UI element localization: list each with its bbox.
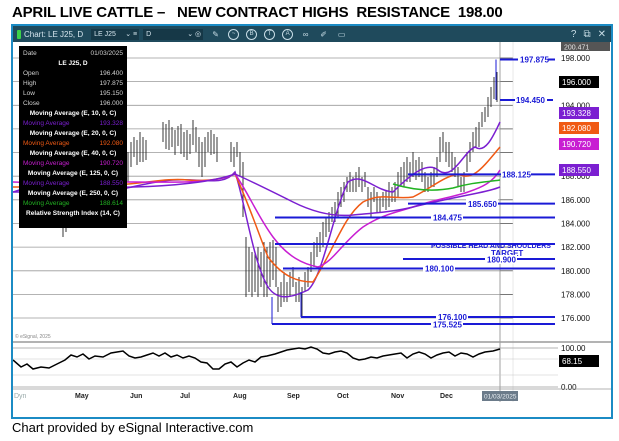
- month-label: Dec: [440, 393, 453, 400]
- ma10-label: Moving Average: [23, 120, 70, 127]
- level-lines: [272, 58, 555, 325]
- ma40-badge: 190.720: [562, 140, 591, 149]
- date-label: Date: [23, 50, 37, 57]
- ma20-label: Moving Average: [23, 140, 70, 147]
- price-tick: 194.000: [561, 101, 590, 110]
- open-value: 196.400: [99, 70, 124, 77]
- ma125-value: 188.550: [99, 180, 124, 187]
- level-175525: 175.525: [433, 321, 462, 330]
- low-value: 195.150: [99, 90, 124, 97]
- rsi-title: Relative Strength Index (14, C): [26, 210, 120, 217]
- rsi-axis-bottom: 0.00: [561, 383, 577, 392]
- a-circle-icon[interactable]: A: [282, 28, 294, 40]
- rsi-axis-top: 100.00: [561, 344, 586, 353]
- chart-title: Chart: LE J25, D: [24, 29, 84, 39]
- level-185650: 185.650: [468, 200, 497, 209]
- help-button[interactable]: ?: [570, 28, 577, 40]
- watermark: © eSignal, 2025: [15, 333, 51, 340]
- close-label: Close: [23, 100, 40, 107]
- cursor-date-badge: 01/03/2025: [484, 394, 517, 401]
- month-label: Sep: [287, 393, 300, 400]
- month-label: May: [75, 393, 89, 400]
- low-label: Low: [23, 90, 35, 97]
- high-label: High: [23, 80, 37, 87]
- open-label: Open: [23, 70, 39, 77]
- ma250-value: 188.614: [99, 200, 124, 207]
- level-184475: 184.475: [433, 214, 462, 223]
- ma125-title: Moving Average (E, 125, 0, C): [27, 170, 119, 177]
- chart-toolbar: Chart: LE J25, D LE J25 ⌄ ≡ D ⌄ ◎ ✎ ~ B T …: [13, 26, 611, 42]
- price-axis-top: 200.471: [564, 45, 589, 52]
- interval-value: D: [146, 30, 152, 38]
- ma125-badge: 188.550: [562, 166, 591, 175]
- ma250-title: Moving Average (E, 250, 0, C): [27, 190, 119, 197]
- ma40-label: Moving Average: [23, 160, 70, 167]
- price-tick: 178.000: [561, 290, 590, 299]
- connection-status-icon: [17, 29, 21, 39]
- price-tick: 182.000: [561, 243, 590, 252]
- price-tick: 188.000: [561, 172, 590, 181]
- interval-select[interactable]: D ⌄ ◎: [143, 28, 204, 40]
- chevron-down-icon[interactable]: ⌄ ◎: [187, 30, 202, 38]
- moving-averages: [13, 121, 501, 298]
- ma20-value: 192.080: [99, 140, 124, 147]
- ma250-label: Moving Average: [23, 200, 70, 207]
- link-icon[interactable]: ∞: [302, 29, 309, 39]
- chevron-down-icon[interactable]: ⌄ ≡: [125, 30, 138, 38]
- price-tick: 180.000: [561, 267, 590, 276]
- t-circle-icon[interactable]: T: [264, 28, 276, 40]
- ma10-title: Moving Average (E, 10, 0, C): [29, 110, 117, 117]
- price-tick: 184.000: [561, 220, 590, 229]
- b-circle-icon[interactable]: B: [246, 28, 258, 40]
- ma40-value: 190.720: [99, 160, 124, 167]
- month-label: Aug: [233, 393, 247, 400]
- month-label: Nov: [391, 393, 404, 400]
- target-label: TARGET: [491, 249, 523, 258]
- rsi-pane: 100.00 68.15 0.00: [13, 344, 599, 392]
- chart-window: Chart: LE J25, D LE J25 ⌄ ≡ D ⌄ ◎ ✎ ~ B T …: [11, 24, 613, 419]
- data-window: Date 01/03/2025 LE J25, D Open 196.400 Hig…: [19, 46, 127, 228]
- last-price-badge: 196.000: [562, 78, 591, 87]
- price-axis: 200.471 198.000 194.000 188.000 186.000 …: [561, 42, 610, 323]
- close-value: 196.000: [99, 100, 124, 107]
- symbol-value: LE J25: [94, 30, 116, 38]
- level-176100: 176.100: [438, 313, 467, 322]
- rsi-line: [13, 346, 501, 370]
- price-badges: 196.000 193.328 192.080 190.720 188.550: [559, 76, 599, 176]
- price-tick: 198.000: [561, 54, 590, 63]
- chart-credit: Chart provided by eSignal Interactive.co…: [12, 420, 254, 435]
- ma10-value: 193.328: [99, 120, 124, 127]
- comment-icon[interactable]: ▭: [337, 29, 346, 39]
- ma20-title: Moving Average (E, 20, 0, C): [29, 130, 117, 137]
- month-label: Jul: [180, 393, 190, 400]
- level-188125: 188.125: [502, 171, 531, 180]
- month-label: Jun: [130, 393, 142, 400]
- level-180900: 180.900: [487, 256, 516, 265]
- symbol-line: LE J25, D: [58, 60, 88, 67]
- study-icon[interactable]: ~: [228, 28, 240, 40]
- time-axis: Dyn May Jun Jul Aug Sep Oct Nov Dec 01/0…: [14, 391, 518, 401]
- ma125-label: Moving Average: [23, 180, 70, 187]
- symbol-input[interactable]: LE J25 ⌄ ≡: [91, 28, 140, 40]
- pattern-label: POSSIBLE HEAD AND SHOULDERS: [431, 243, 551, 250]
- level-180100: 180.100: [425, 265, 454, 274]
- page-title: APRIL LIVE CATTLE – NEW CONTRACT HIGHS R…: [12, 4, 503, 21]
- month-label: Oct: [337, 393, 349, 400]
- dyn-label[interactable]: Dyn: [14, 393, 27, 400]
- price-tick: 186.000: [561, 196, 590, 205]
- pencil-icon[interactable]: ✎: [212, 29, 219, 39]
- level-197875: 197.875: [520, 56, 549, 65]
- high-value: 197.875: [99, 80, 124, 87]
- price-tick: 176.000: [561, 314, 590, 323]
- ma20-badge: 192.080: [562, 124, 591, 133]
- rsi-current-badge: 68.15: [562, 357, 583, 366]
- level-labels: 197.875 194.450 188.125 185.650 184.475 …: [423, 54, 551, 330]
- ma40-title: Moving Average (E, 40, 0, C): [29, 150, 117, 157]
- notes-icon[interactable]: ✐: [320, 29, 327, 39]
- restore-button[interactable]: ⧉: [583, 28, 591, 40]
- close-button[interactable]: ✕: [597, 28, 606, 40]
- level-194450: 194.450: [516, 96, 545, 105]
- ma10-badge: 193.328: [562, 109, 591, 118]
- date-value: 01/03/2025: [90, 50, 123, 57]
